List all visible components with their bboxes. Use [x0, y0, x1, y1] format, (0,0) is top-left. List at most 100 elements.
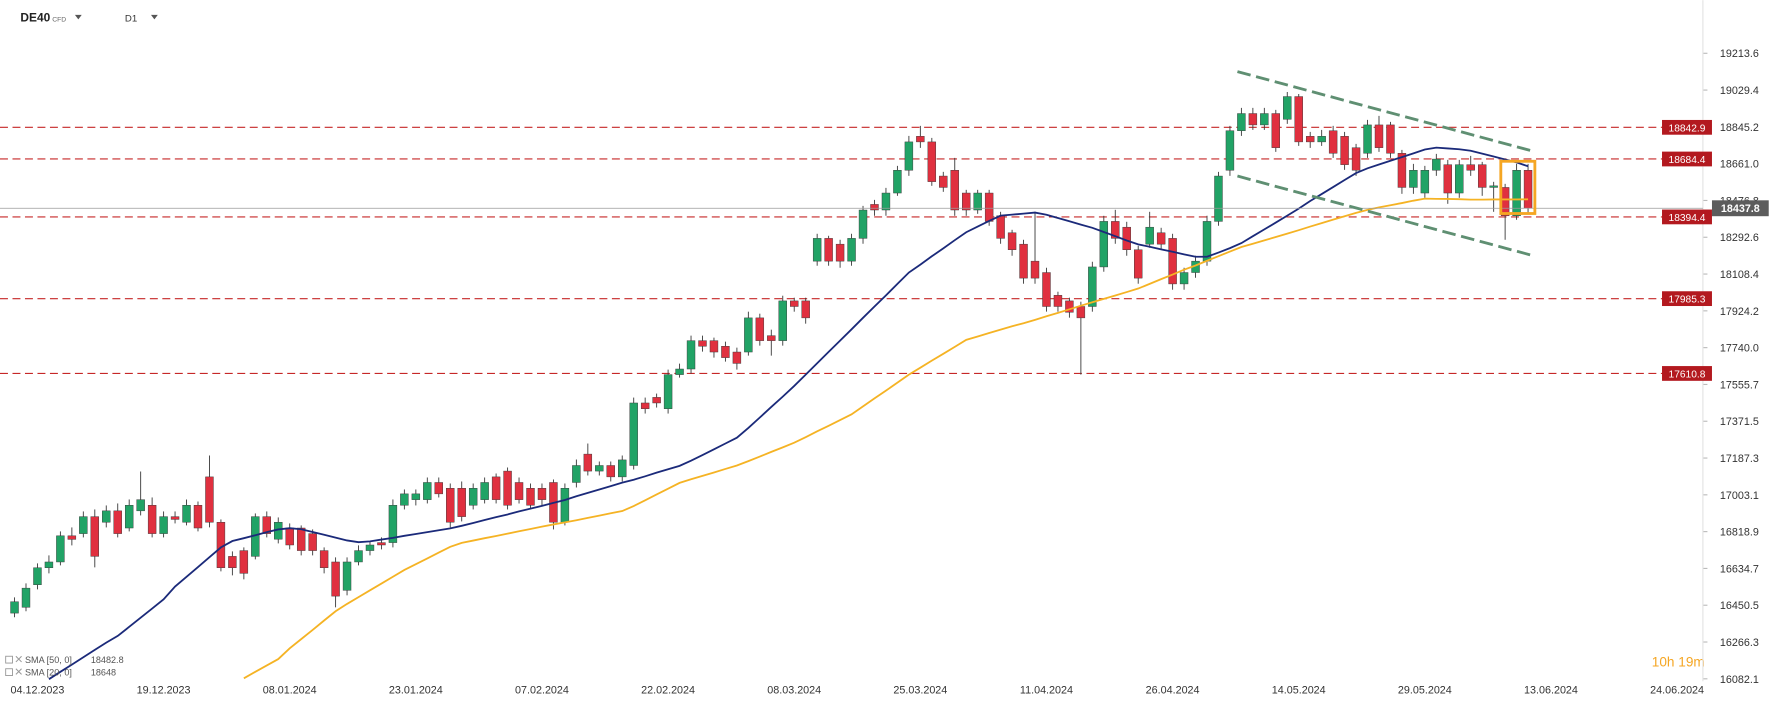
candle-body: [365, 544, 375, 551]
candle-body: [1145, 226, 1154, 245]
candle-body: [767, 335, 776, 341]
candle-body: [663, 374, 673, 409]
level-label: 18842.9: [1669, 123, 1706, 134]
level-label: 17610.8: [1669, 369, 1706, 380]
timeframe-caret[interactable]: [150, 14, 158, 20]
candle-body: [377, 542, 386, 546]
candle-body: [296, 527, 306, 551]
candle-body: [1260, 113, 1269, 126]
candle-body: [835, 243, 845, 262]
price-label: 18437.8: [1721, 203, 1760, 215]
candle-body: [262, 516, 271, 534]
candle-body: [962, 192, 971, 211]
candle-body: [1111, 221, 1120, 239]
x-tick-label: 13.06.2024: [1524, 685, 1578, 697]
candle-body: [33, 567, 42, 585]
candle-body: [790, 300, 799, 307]
x-tick-label: 23.01.2024: [389, 685, 443, 697]
candle-body: [44, 561, 54, 568]
candle-body: [1500, 187, 1510, 217]
level-label-box: [1662, 209, 1712, 225]
price-label-box: [1711, 200, 1769, 217]
symbol-type: CFD: [52, 17, 66, 24]
candle-body: [1156, 232, 1166, 245]
y-tick-label: 17003.1: [1720, 490, 1759, 502]
candle-body: [950, 170, 959, 211]
candle-body: [721, 346, 730, 358]
y-tick-label: 19213.6: [1720, 48, 1759, 60]
candle-body: [732, 351, 742, 364]
candle-body: [147, 505, 157, 534]
candle-body: [182, 505, 191, 523]
candle-body: [205, 476, 214, 523]
drawings: [1237, 70, 1537, 257]
candle-body: [1271, 113, 1281, 148]
candle-body: [319, 550, 329, 568]
y-tick-label: 16082.1: [1720, 674, 1759, 686]
candle-body: [1134, 249, 1143, 279]
candle-body: [136, 499, 145, 512]
x-tick-label: 26.04.2024: [1146, 685, 1200, 697]
candle-body: [698, 340, 707, 347]
x-tick-label: 29.05.2024: [1398, 685, 1452, 697]
candle-body: [1007, 232, 1017, 250]
candle-body: [354, 550, 363, 563]
level-label-box: [1662, 291, 1712, 307]
x-tick-label: 08.03.2024: [767, 685, 821, 697]
candle-body: [1466, 164, 1475, 171]
candle-body: [652, 397, 661, 404]
candle-body: [1523, 170, 1533, 209]
symbol-caret[interactable]: [74, 14, 82, 20]
x-tick-label: 07.02.2024: [515, 685, 569, 697]
y-tick-label: 17371.5: [1720, 416, 1759, 428]
y-tick-label: 18292.6: [1720, 232, 1759, 244]
candle-body: [595, 465, 604, 472]
candle-body: [79, 516, 88, 534]
y-tick-label: 17555.7: [1720, 379, 1759, 391]
candle-body: [1225, 130, 1235, 171]
candle-body: [904, 141, 914, 171]
timeframe[interactable]: D1: [125, 14, 137, 25]
symbol[interactable]: DE40: [20, 11, 50, 25]
candle-body: [1088, 266, 1097, 307]
level-label: 17985.3: [1669, 295, 1706, 306]
candle-body: [675, 368, 684, 375]
y-tick-label: 16818.9: [1720, 527, 1759, 539]
y-tick-label: 18661.0: [1720, 159, 1759, 171]
candle-body: [1351, 147, 1361, 171]
candle-body: [537, 488, 547, 500]
candle-body: [618, 459, 627, 478]
highlight-box: [1499, 159, 1537, 215]
candle-body: [503, 470, 512, 506]
candle-body: [1019, 243, 1028, 279]
y-tick-label: 19029.4: [1720, 85, 1759, 97]
candle-body: [1053, 295, 1063, 307]
candle-body: [1477, 164, 1487, 188]
candle-body: [308, 533, 317, 551]
candle-body: [812, 238, 822, 262]
candle-body: [1214, 175, 1223, 222]
candle-body: [847, 238, 856, 262]
y-tick-label: 18845.2: [1720, 122, 1759, 134]
channel-upper: [1237, 70, 1533, 153]
candle-body: [858, 209, 868, 239]
candle-body: [113, 510, 122, 534]
candle-body: [744, 317, 753, 353]
candle-body: [1409, 170, 1418, 188]
legend-close: [15, 668, 22, 675]
y-tick-label: 16266.3: [1720, 637, 1759, 649]
candle-body: [1179, 272, 1189, 285]
candle-body: [124, 505, 134, 529]
candle-body: [1248, 113, 1258, 126]
candle-body: [388, 505, 398, 543]
candle-body: [1328, 130, 1338, 154]
candle-body: [709, 340, 719, 353]
candle-body: [159, 516, 168, 534]
legend-name: SMA [50, 0]: [25, 655, 72, 665]
candle-body: [973, 192, 982, 211]
candle-body: [526, 488, 535, 506]
candle-body: [1443, 164, 1452, 194]
sma-line: [48, 146, 1529, 680]
candle-body: [1397, 153, 1407, 188]
